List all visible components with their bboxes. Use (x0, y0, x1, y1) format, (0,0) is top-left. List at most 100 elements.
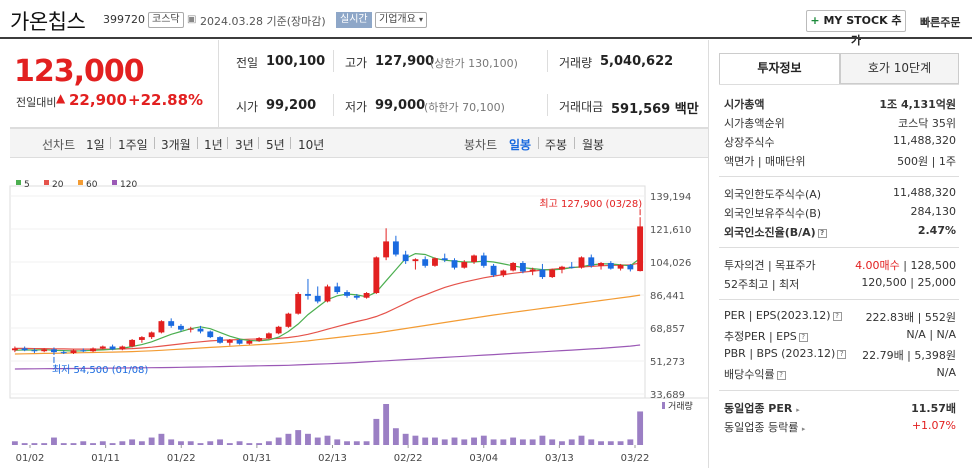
candle-body (363, 293, 370, 298)
tab-3m[interactable]: 3개월 (161, 138, 191, 152)
realtime-button[interactable]: 실시간 (336, 12, 372, 28)
legend-label: 20 (52, 180, 64, 190)
help-icon[interactable]: ? (776, 370, 786, 380)
volume-bar (568, 439, 575, 445)
volume-bar (51, 437, 57, 445)
candle-body (90, 348, 96, 352)
help-icon[interactable]: ? (817, 228, 827, 238)
candle-body (70, 350, 77, 354)
tab-5y[interactable]: 5년 (266, 138, 285, 152)
volume-bar (373, 418, 380, 445)
tab-10y[interactable]: 10년 (298, 138, 325, 152)
candle-body (539, 269, 546, 278)
ma60-line (14, 294, 641, 355)
market-badge: 코스닥 (148, 12, 184, 28)
market-cap-row: 시가총액 1조 4,131억원 (724, 98, 956, 111)
candle-body (168, 321, 175, 326)
change-label: 전일대비 (16, 96, 57, 109)
candle-body (275, 326, 282, 334)
volume-bar (598, 441, 604, 445)
volume-bar (109, 443, 116, 445)
candle-body (324, 286, 331, 302)
volume-bar (441, 439, 448, 445)
candle-body (461, 262, 468, 268)
tab-3y[interactable]: 3년 (235, 138, 254, 152)
stock-name: 가온칩스 (10, 10, 86, 34)
amount-label: 거래대금 (559, 100, 604, 114)
date-text: 2024.03.28 기준(장마감) (200, 15, 326, 28)
legend-swatch (16, 180, 21, 185)
help-icon[interactable]: ? (798, 332, 808, 342)
foreign-ratio-row: 외국인소진율(B/A)? 2.47% (724, 224, 956, 239)
industry-change-row: 동일업종 등락률 ▸ +1.07% (724, 419, 956, 434)
y-tick-label: 139,194 (650, 192, 691, 203)
volume-bar (11, 441, 18, 445)
invest-info-panel (708, 40, 972, 468)
mystock-add-button[interactable]: + MY STOCK 추가 (806, 10, 906, 47)
volume-bar (256, 443, 263, 445)
volume-bar (148, 437, 155, 445)
tab-1y[interactable]: 1년 (204, 138, 223, 152)
y-tick-label: 121,610 (650, 225, 691, 236)
candle-chart-label[interactable]: 봉차트 (464, 138, 498, 152)
volume-bar (559, 441, 565, 445)
volume-bar (119, 441, 126, 445)
plus-icon: + (810, 14, 820, 27)
candle-body (295, 293, 302, 314)
line-chart-label[interactable]: 선차트 (42, 138, 76, 152)
volume-bar (637, 411, 644, 445)
tab-daily[interactable]: 일봉 (509, 138, 532, 152)
candle-body (617, 264, 624, 269)
candle-body (383, 241, 390, 258)
y-tick-label: 51,273 (650, 357, 685, 368)
volume-bar (539, 435, 546, 445)
volume-bar (480, 435, 487, 445)
volume-bar (314, 437, 321, 445)
volume-bar (265, 441, 272, 445)
volume-bar (383, 404, 390, 445)
prev-close-label: 전일 (236, 56, 259, 70)
header-divider (0, 37, 972, 39)
tab-1d[interactable]: 1일 (86, 138, 105, 152)
quick-order-link[interactable]: 빠른주문 (920, 16, 961, 29)
volume-bar (236, 441, 243, 445)
help-icon[interactable]: ? (837, 349, 847, 359)
company-overview-button[interactable]: 기업개요 ▾ (375, 12, 428, 28)
y-tick-label: 68,857 (650, 324, 685, 335)
candle-body (490, 265, 497, 276)
candle-body (314, 295, 321, 302)
legend-label: 5 (24, 180, 30, 190)
candle-body (607, 262, 614, 269)
volume-label: 거래량 (559, 56, 593, 70)
tab-1w[interactable]: 1주일 (118, 138, 148, 152)
candle-body (60, 352, 67, 354)
volume-bar (99, 441, 106, 445)
dividend-row: 배당수익률? N/A (724, 366, 956, 381)
volume-bar (607, 441, 614, 445)
volume-bar (226, 443, 233, 445)
volume-bar (578, 435, 585, 445)
volume-bar (412, 435, 419, 445)
tab-invest-info[interactable]: 투자정보 (719, 53, 840, 84)
x-tick-label: 03/22 (621, 453, 650, 464)
tab-weekly[interactable]: 주봉 (545, 138, 568, 152)
volume-bar (324, 435, 331, 445)
candle-body (109, 346, 116, 350)
candle-body (207, 331, 214, 338)
volume-bar (432, 437, 438, 445)
volume-bar (617, 441, 624, 445)
candle-body (21, 348, 28, 351)
prev-close-value: 100,100 (266, 54, 326, 69)
candle-body (265, 333, 272, 339)
chart-tab-bar: 선차트 1일 1주일 3개월 1년 3년 5년 10년 봉차트 일봉 주봉 월봉 (10, 128, 708, 158)
volume-bar (207, 441, 214, 445)
volume-bar (363, 441, 370, 445)
x-tick-label: 02/13 (318, 453, 347, 464)
volume-legend-swatch (662, 402, 665, 409)
tab-orderbook[interactable]: 호가 10단계 (840, 53, 959, 84)
candle-body (178, 325, 184, 330)
volume-bar (451, 437, 458, 445)
help-icon[interactable]: ? (832, 311, 842, 321)
volume-bar (295, 430, 302, 445)
tab-monthly[interactable]: 월봉 (582, 138, 605, 152)
